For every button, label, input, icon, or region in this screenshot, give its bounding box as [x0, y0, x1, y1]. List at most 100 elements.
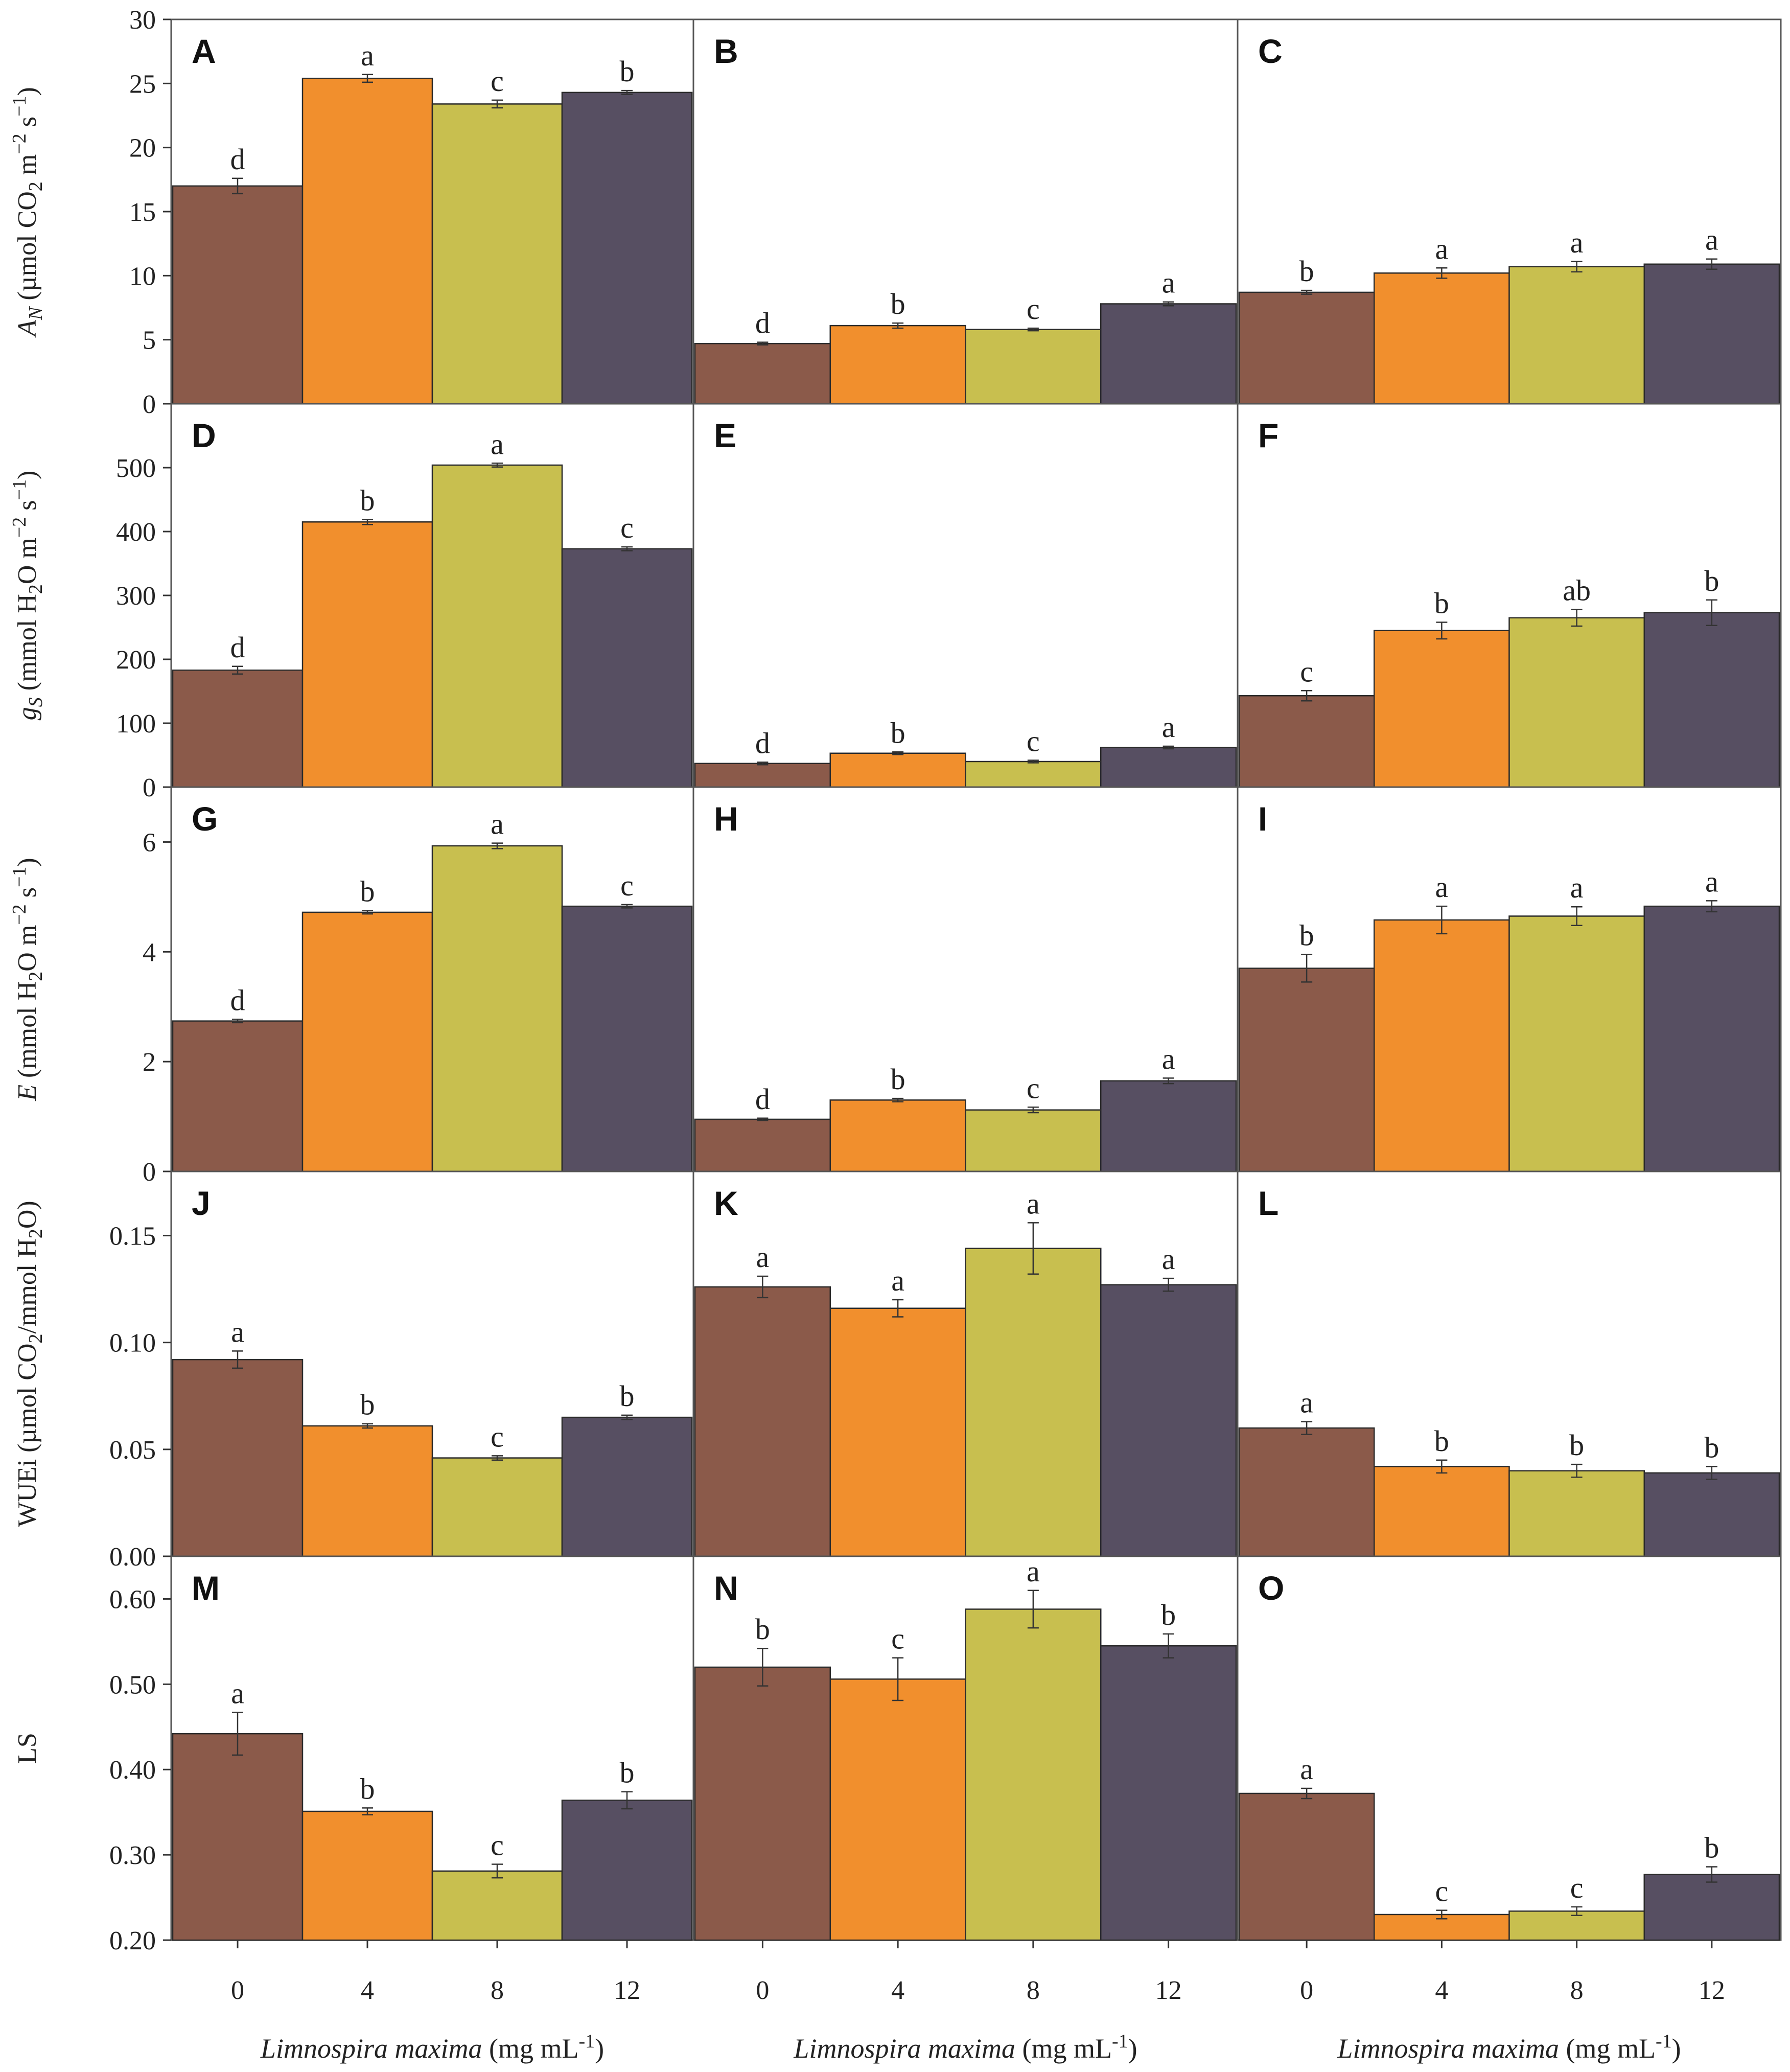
y-tick-label: 100 — [116, 709, 156, 739]
x-axis-label-close: ) — [1128, 2033, 1137, 2064]
error-bar — [492, 1863, 503, 1879]
significance-letter: a — [1162, 1042, 1175, 1075]
panel-label: H — [714, 800, 738, 838]
significance-letter: b — [1704, 564, 1719, 597]
bar-G-4 — [301, 911, 433, 1172]
significance-letter: a — [1162, 266, 1175, 300]
panel-B: d b c a B — [692, 18, 1239, 405]
x-axis-label-species: Limnospira maxima — [260, 2033, 482, 2064]
error-bar — [757, 1275, 769, 1299]
y-tick-label: 25 — [129, 70, 156, 99]
panel-F: c b ab b F — [1237, 403, 1782, 788]
y-tick-label: 0.05 — [109, 1436, 156, 1465]
error-bar — [1301, 954, 1313, 983]
bar-F-0 — [1238, 695, 1375, 788]
error-bar — [621, 1414, 633, 1420]
y-axis-label: E (mmol H2O m−2 s−1) — [9, 858, 47, 1101]
error-bar — [1436, 267, 1448, 279]
bar-M-12 — [561, 1800, 693, 1941]
panel-E: d b c a E — [692, 403, 1239, 788]
error-bar — [492, 463, 503, 468]
significance-letter: c — [1570, 1871, 1584, 1904]
error-bar — [892, 1657, 904, 1701]
y-tick-label: 0.00 — [109, 1543, 156, 1572]
error-bar — [1301, 1787, 1313, 1800]
error-bar — [1027, 327, 1039, 332]
x-tick-label: 0 — [231, 1976, 244, 2005]
bar-L-0 — [1238, 1427, 1375, 1557]
x-tick-label: 8 — [491, 1976, 504, 2005]
panel-label: B — [714, 32, 738, 70]
y-tick-label: 500 — [116, 454, 156, 483]
x-axis-label-unit: (mg mL — [1559, 2033, 1656, 2064]
significance-letter: b — [891, 287, 905, 320]
y-tick-label: 10 — [129, 262, 156, 291]
panel-A: d a c b A — [170, 18, 694, 405]
panel-label: O — [1258, 1569, 1284, 1607]
bar-E-8 — [965, 761, 1102, 788]
x-axis-label-unit: (mg mL — [1015, 2033, 1112, 2064]
error-bar — [232, 665, 243, 675]
significance-letter: b — [891, 1063, 905, 1096]
panel-J: a b c b J — [170, 1170, 694, 1557]
error-bar — [1301, 1421, 1313, 1435]
panel-label: M — [192, 1569, 220, 1607]
error-bar — [757, 1117, 769, 1121]
significance-letter: c — [1300, 655, 1313, 688]
error-bar — [232, 177, 243, 195]
x-tick-label: 0 — [756, 1976, 769, 2005]
error-bar — [757, 762, 769, 766]
y-tick-label: 0.10 — [109, 1329, 156, 1358]
x-axis-label-exponent: -1 — [578, 2031, 595, 2052]
error-bar — [1706, 1466, 1717, 1480]
bar-K-8 — [965, 1248, 1102, 1557]
significance-letter: b — [1161, 1598, 1176, 1631]
x-tick-label: 12 — [614, 1976, 640, 2005]
panel-L: a b b b L — [1237, 1170, 1782, 1557]
significance-letter: c — [891, 1622, 904, 1655]
significance-letter: a — [1570, 871, 1584, 904]
significance-letter: c — [1027, 1071, 1040, 1104]
bar-N-0 — [694, 1666, 831, 1941]
significance-letter: c — [491, 1828, 504, 1861]
error-bar — [362, 1807, 373, 1815]
bar-D-4 — [301, 521, 433, 788]
bar-D-0 — [172, 670, 304, 788]
y-tick-label: 5 — [143, 326, 156, 355]
bar-M-4 — [301, 1810, 433, 1941]
y-tick-label: 0 — [143, 773, 156, 802]
significance-letter: b — [1704, 1431, 1719, 1464]
error-bar — [1706, 258, 1717, 270]
error-bar — [1571, 1906, 1583, 1916]
x-tick-label: 4 — [891, 1976, 904, 2005]
y-tick-label: 2 — [143, 1048, 156, 1077]
bar-H-8 — [965, 1109, 1102, 1172]
y-tick-label: 300 — [116, 582, 156, 611]
significance-letter: a — [1435, 232, 1449, 265]
significance-letter: d — [755, 307, 770, 340]
panel-label: I — [1258, 800, 1267, 838]
significance-letter: a — [1570, 226, 1584, 259]
significance-letter: d — [230, 983, 245, 1017]
bar-K-4 — [829, 1307, 966, 1557]
chart-row-3: d b a c Gd b c a Hb a a a I 0 2 4 6 E (mmol H2O m−2 s−1) — [9, 786, 1782, 1187]
x-tick-label: 8 — [1027, 1976, 1040, 2005]
error-bar — [1163, 301, 1174, 307]
error-bar — [1436, 1459, 1448, 1474]
y-tick-label: 30 — [129, 6, 156, 35]
significance-letter: b — [1299, 255, 1314, 288]
bar-G-12 — [561, 905, 693, 1172]
bar-O-12 — [1643, 1874, 1780, 1941]
significance-letter: a — [1162, 1242, 1175, 1276]
error-bar — [1571, 906, 1583, 926]
significance-letter: b — [1299, 919, 1314, 952]
significance-letter: a — [1027, 1555, 1040, 1588]
error-bar — [492, 842, 503, 849]
significance-letter: a — [1300, 1753, 1313, 1786]
error-bar — [1436, 1909, 1448, 1920]
bar-C-8 — [1508, 266, 1645, 405]
x-tick-label: 12 — [1699, 1976, 1725, 2005]
error-bar — [757, 1647, 769, 1687]
significance-letter: c — [491, 64, 504, 98]
